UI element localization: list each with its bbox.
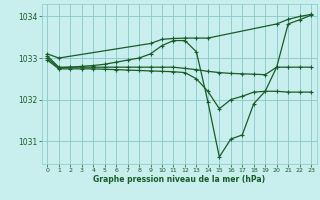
X-axis label: Graphe pression niveau de la mer (hPa): Graphe pression niveau de la mer (hPa) (93, 175, 265, 184)
